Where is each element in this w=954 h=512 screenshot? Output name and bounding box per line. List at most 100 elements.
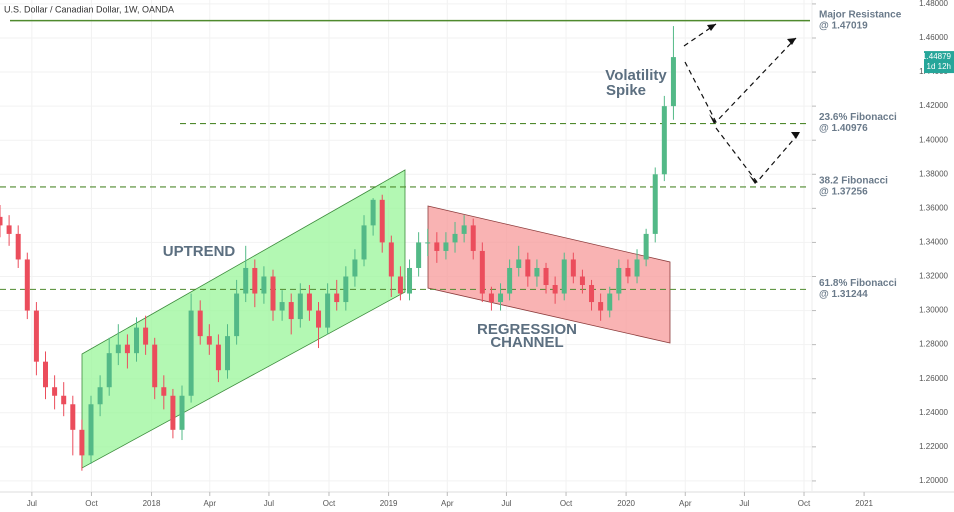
candle-body xyxy=(561,259,567,294)
spike-label: Volatility xyxy=(605,67,667,84)
candle-body xyxy=(124,344,130,354)
candle-body xyxy=(288,302,294,320)
candle-body xyxy=(516,259,522,268)
candle-body xyxy=(616,267,622,294)
candle-body xyxy=(452,233,458,243)
candle-body xyxy=(634,259,640,277)
candle-body xyxy=(197,310,203,337)
countdown-label: 1d 12h xyxy=(927,62,951,71)
candle-body xyxy=(270,276,276,311)
y-tick-label: 1.22000 xyxy=(919,442,948,451)
spike-label: Spike xyxy=(606,82,646,99)
x-tick-label: Jul xyxy=(27,499,37,508)
arrow-head xyxy=(791,132,800,139)
candle-body xyxy=(143,327,149,345)
level-label: @ 1.47019 xyxy=(819,20,868,31)
candle-body xyxy=(43,361,49,388)
x-tick-label: Apr xyxy=(441,499,454,508)
last-price-label: 1.44879 xyxy=(922,52,951,61)
candle-body xyxy=(152,344,158,388)
candle-body xyxy=(343,276,349,303)
candle-body xyxy=(543,267,549,286)
candle-body xyxy=(552,285,558,294)
candle-body xyxy=(434,242,440,251)
axes: 1.20000 1.22000 1.24000 1.26000 1.28000 1.300… xyxy=(27,0,954,508)
candle-body xyxy=(361,225,367,260)
y-tick-label: 1.20000 xyxy=(919,476,948,485)
candle-body xyxy=(243,267,249,294)
candle-body xyxy=(24,259,30,311)
arrow-head xyxy=(707,24,716,31)
candle-body xyxy=(33,310,39,362)
x-tick-label: Oct xyxy=(560,499,573,508)
y-tick-label: 1.36000 xyxy=(919,203,948,212)
candle-body xyxy=(670,57,676,107)
candle-body xyxy=(6,225,12,234)
y-tick-label: 1.26000 xyxy=(919,374,948,383)
y-tick-label: 1.42000 xyxy=(919,101,948,110)
candle-body xyxy=(79,429,85,456)
candle-body xyxy=(106,353,112,388)
candle-body xyxy=(61,395,67,405)
candle-body xyxy=(88,404,94,456)
candle-body xyxy=(479,250,485,294)
candle-body xyxy=(579,276,585,286)
channel-label: REGRESSION xyxy=(477,321,577,338)
candle-body xyxy=(488,293,494,303)
x-tick-label: 2020 xyxy=(617,499,635,508)
candle-body xyxy=(461,225,467,234)
level-label: @ 1.31244 xyxy=(819,289,868,300)
candle-body xyxy=(70,404,76,430)
candle-body xyxy=(206,336,212,345)
candle-body xyxy=(115,344,121,354)
y-tick-label: 1.24000 xyxy=(919,408,948,417)
level-label: @ 1.40976 xyxy=(819,123,868,134)
candle-body xyxy=(416,242,422,268)
x-tick-label: 2018 xyxy=(143,499,161,508)
candle-body xyxy=(179,395,185,430)
channel-label: CHANNEL xyxy=(490,334,563,351)
x-tick-label: Jul xyxy=(739,499,749,508)
candle-body xyxy=(297,293,303,320)
candle-body xyxy=(370,199,376,226)
candle-body xyxy=(534,267,540,277)
candle-body xyxy=(306,293,312,311)
candle-body xyxy=(52,387,58,396)
candle-body xyxy=(388,242,394,277)
x-tick-label: Oct xyxy=(323,499,336,508)
candle-body xyxy=(316,310,322,328)
candle-body xyxy=(97,387,103,405)
arrow-head xyxy=(787,38,796,45)
y-tick-label: 1.30000 xyxy=(919,306,948,315)
candle-body xyxy=(407,267,413,294)
level-label: @ 1.37256 xyxy=(819,187,868,198)
candle-body xyxy=(525,259,531,277)
x-tick-label: Jul xyxy=(264,499,274,508)
candle-body xyxy=(215,344,221,371)
arrow-heads xyxy=(707,24,800,184)
candle-body xyxy=(325,293,331,328)
candle-body xyxy=(625,267,631,277)
x-tick-label: Apr xyxy=(679,499,692,508)
last-price-box xyxy=(924,51,954,74)
candles xyxy=(0,26,676,471)
candle-body xyxy=(498,293,504,303)
candle-body xyxy=(652,174,658,234)
candle-body xyxy=(334,293,340,303)
candle-body xyxy=(443,242,449,251)
candle-body xyxy=(261,276,267,294)
candle-body xyxy=(234,293,240,337)
candle-body xyxy=(507,267,513,294)
candle-body xyxy=(352,259,358,277)
x-tick-label: 2019 xyxy=(380,499,398,508)
candle-body xyxy=(397,276,403,294)
projection-arrow xyxy=(683,23,717,47)
candle-body xyxy=(134,327,140,354)
y-tick-label: 1.46000 xyxy=(919,33,948,42)
levels: Major Resistance@ 1.47019 23.6% Fibonacci… xyxy=(0,9,902,300)
x-tick-label: Oct xyxy=(85,499,98,508)
candle-body xyxy=(379,199,385,243)
y-tick-label: 1.32000 xyxy=(919,272,948,281)
candle-body xyxy=(598,302,604,311)
